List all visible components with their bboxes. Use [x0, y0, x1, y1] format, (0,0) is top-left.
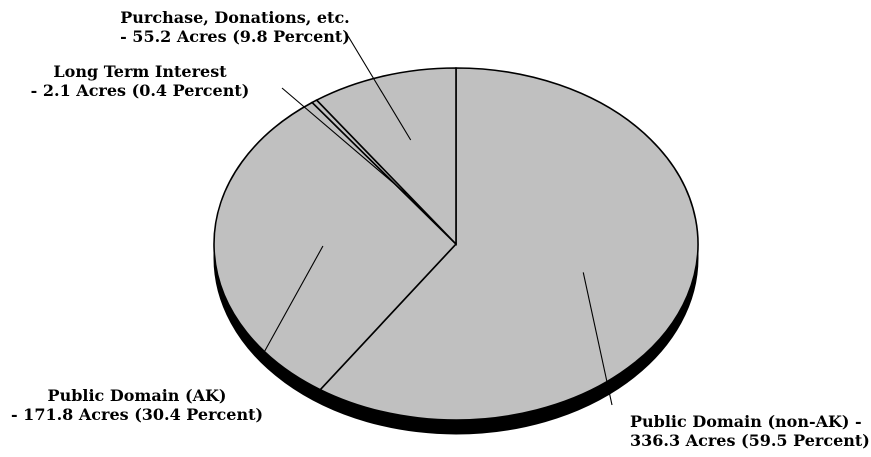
- slice-label-long-term-name: Long Term Interest: [53, 62, 227, 81]
- pie-slice-purchase: [315, 67, 457, 246]
- pie-slice-pd_non_ak: [318, 67, 699, 421]
- leader-line-purchase: [347, 35, 412, 141]
- pie-slice-pd_ak: [213, 101, 458, 391]
- pie-slices: [213, 67, 699, 421]
- leader-lines: [261, 35, 613, 406]
- slice-label-pd-ak-name: Public Domain (AK): [47, 386, 227, 405]
- slice-label-pd-non-ak-value: 336.3 Acres (59.5 Percent): [630, 431, 870, 450]
- slice-label-long-term-value: - 2.1 Acres (0.4 Percent): [30, 81, 250, 100]
- slice-label-purchase: Purchase, Donations, etc. - 55.2 Acres (…: [100, 8, 370, 46]
- slice-label-purchase-name: Purchase, Donations, etc.: [120, 8, 350, 27]
- slice-label-pd-non-ak: Public Domain (non-AK) - 336.3 Acres (59…: [630, 412, 870, 450]
- slice-label-pd-ak: Public Domain (AK) - 171.8 Acres (30.4 P…: [2, 386, 272, 424]
- leader-line-long_term: [281, 87, 407, 195]
- leader-line-pd_ak: [261, 245, 324, 357]
- slice-label-purchase-value: - 55.2 Acres (9.8 Percent): [120, 27, 350, 46]
- slice-label-pd-non-ak-name: Public Domain (non-AK) -: [630, 412, 862, 431]
- slice-label-long-term: Long Term Interest - 2.1 Acres (0.4 Perc…: [20, 62, 260, 100]
- slice-label-pd-ak-value: - 171.8 Acres (30.4 Percent): [10, 405, 264, 424]
- leader-line-pd_non_ak: [582, 272, 613, 406]
